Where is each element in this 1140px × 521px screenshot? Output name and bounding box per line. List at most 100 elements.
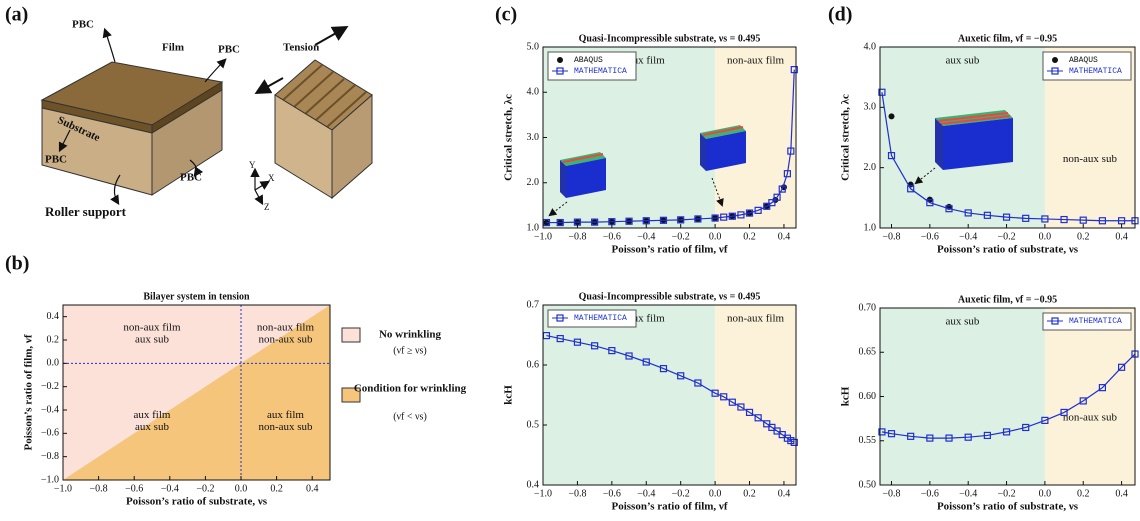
region-label: non-aux film	[727, 313, 785, 325]
point	[720, 213, 728, 221]
quadrant-label: aux sub	[135, 421, 169, 433]
point	[728, 212, 736, 220]
x-axis-label: Poisson’s ratio of substrate, νs	[937, 244, 1079, 256]
point	[907, 432, 915, 440]
region-label: non-aux film	[727, 55, 785, 67]
point	[711, 214, 719, 222]
chart-title: Bilayer system in tension	[143, 291, 250, 302]
legend-marker	[1051, 67, 1059, 75]
y-tick-label: 2.0	[864, 162, 877, 173]
legend	[547, 309, 637, 328]
x-tick-label: 0.4	[778, 231, 791, 242]
point	[1022, 214, 1030, 222]
point	[1022, 423, 1030, 432]
point	[1079, 216, 1087, 224]
point	[677, 216, 685, 224]
film-label: Film	[162, 42, 184, 54]
point	[694, 379, 702, 387]
point	[783, 170, 791, 178]
x-tick-label: −0.6	[125, 483, 143, 494]
x-tick-label: −0.8	[882, 488, 900, 499]
point	[720, 393, 728, 401]
legend-marker	[556, 314, 564, 322]
legend-label: MATHEMATICA	[1069, 67, 1122, 76]
legend-label: MATHEMATICA	[574, 314, 627, 323]
point	[1117, 217, 1126, 225]
pbc-label: PBC	[180, 172, 202, 184]
legend-swatch	[341, 387, 361, 403]
arrows	[58, 26, 349, 206]
point	[608, 347, 616, 355]
axis-label: X	[268, 173, 275, 183]
point	[1060, 215, 1068, 224]
point	[677, 372, 685, 380]
point	[983, 211, 991, 219]
point	[1117, 363, 1126, 371]
quadrant-label: non-aux film	[257, 322, 315, 334]
panel-label: (b)	[5, 253, 29, 275]
x-tick-label: 0.0	[1039, 231, 1052, 242]
legend-label: ABAQUS	[1069, 56, 1098, 65]
x-axis-label: Poisson’s ratio of film, νf	[611, 501, 727, 513]
legend-marker	[557, 57, 563, 63]
point	[1098, 217, 1107, 225]
point	[745, 209, 754, 217]
y-tick-label: −0.4	[41, 404, 59, 415]
point	[1079, 397, 1087, 405]
wrinkled-side	[331, 93, 373, 200]
chart-title: Auxetic film, νf = −0.95	[958, 294, 1057, 305]
legend-marker	[1052, 57, 1058, 63]
x-tick-label: 0.2	[1077, 488, 1090, 499]
legend-label: MATHEMATICA	[1069, 317, 1122, 326]
x-tick-label: 0.2	[743, 488, 756, 499]
x-tick-label: −0.6	[921, 231, 939, 242]
legend-marker	[556, 67, 564, 75]
panel-label: (d)	[828, 4, 852, 26]
quadrant-label: non-aux sub	[258, 334, 313, 346]
plot-frame	[62, 304, 331, 481]
line	[881, 353, 1136, 439]
x-tick-label: −0.8	[568, 231, 586, 242]
point	[694, 215, 702, 223]
legend	[547, 51, 637, 81]
insets	[548, 110, 1013, 217]
y-tick-label: 0.4	[527, 479, 540, 490]
y-tick-label: 5.0	[527, 41, 540, 52]
pbc-label: PBC	[72, 19, 94, 31]
point	[790, 438, 798, 446]
quadrant-label: aux film	[134, 409, 171, 421]
y-tick-label: 2.0	[527, 177, 540, 188]
x-tick-label: −0.4	[637, 488, 655, 499]
point	[926, 199, 934, 207]
point	[642, 217, 650, 225]
x-tick-label: −0.2	[997, 488, 1015, 499]
y-tick-label: 0.4	[47, 311, 60, 322]
region	[63, 305, 330, 480]
point	[1002, 428, 1011, 436]
y-tick-label: 0.55	[859, 435, 877, 446]
point	[737, 211, 745, 219]
point	[556, 218, 564, 227]
y-tick-label: −0.2	[41, 381, 59, 392]
y-tick-label: 3.0	[527, 132, 540, 143]
y-tick-label: −0.6	[41, 428, 59, 439]
panel-label: (a)	[5, 4, 28, 26]
point	[625, 217, 633, 225]
region	[880, 308, 1045, 485]
point	[745, 408, 754, 416]
point	[887, 152, 896, 160]
region	[543, 305, 716, 485]
point	[711, 389, 719, 397]
x-tick-label: −0.2	[997, 231, 1015, 242]
tension-label: Tension	[283, 42, 319, 54]
wrinkles	[282, 64, 367, 128]
x-tick-label: 0.0	[235, 483, 248, 494]
point	[625, 352, 633, 360]
x-tick-label: −0.6	[603, 488, 621, 499]
point	[763, 420, 771, 428]
x-tick-label: 0.4	[778, 488, 791, 499]
x-tick-label: 0.4	[306, 483, 319, 494]
point	[1041, 416, 1049, 424]
